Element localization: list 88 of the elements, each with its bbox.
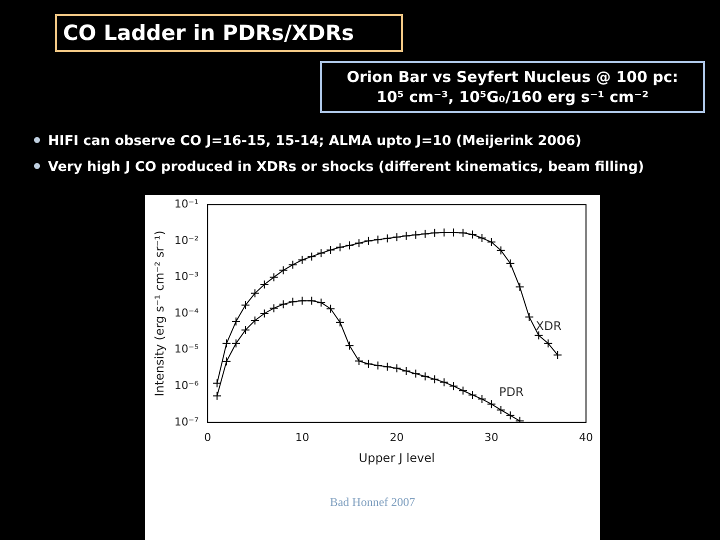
chart-subtitle: Orion Bar vs Seyfert Nucleus @ 100 pc: 10⁵ cm⁻³, 10⁵G₀/160 erg s⁻¹ cm⁻²: [320, 61, 705, 113]
point: [354, 238, 364, 248]
point: [278, 300, 288, 309]
point: [222, 338, 232, 348]
text: Very high J CO produced in XDRs or shocks (different kinematics, beam filling): [47, 159, 644, 175]
point: [506, 410, 515, 420]
point: [496, 246, 506, 255]
point: [411, 230, 420, 240]
y-tick-label: 10⁻⁵: [174, 342, 199, 356]
point: [420, 372, 430, 381]
point: [336, 318, 345, 327]
point: [430, 228, 440, 238]
point: [307, 252, 316, 262]
point: [278, 266, 288, 275]
point: [373, 360, 382, 370]
point: [382, 362, 392, 372]
point: [440, 378, 449, 387]
y-tick-label: 10⁻⁴: [174, 306, 200, 320]
x-tick-label: 30: [484, 430, 498, 444]
point: [240, 326, 250, 335]
point: [430, 374, 440, 384]
point: [402, 231, 411, 240]
point: [486, 400, 496, 409]
point: [212, 391, 222, 400]
point: [260, 280, 269, 289]
point: [250, 316, 260, 326]
point: [345, 240, 354, 250]
point: [316, 248, 326, 258]
x-axis-title: Upper J level: [358, 450, 435, 465]
x-tick-label: 40: [579, 430, 593, 444]
point: [326, 246, 336, 255]
y-tick-label: 10⁻⁶: [174, 378, 200, 392]
point: [411, 369, 420, 378]
point: [240, 300, 250, 310]
point: [553, 350, 562, 360]
point: [458, 386, 468, 396]
point: [307, 296, 316, 306]
point: [354, 356, 364, 366]
point: [364, 236, 373, 246]
point: [515, 282, 524, 292]
series-label: XDR: [536, 319, 562, 334]
y-axis-title: Intensity (erg s⁻¹ cm⁻² sr⁻¹): [152, 230, 166, 396]
y-tick-label: 10⁻²: [174, 234, 199, 247]
point: [345, 341, 354, 350]
x-tick-label: 10: [295, 430, 310, 444]
point: [212, 378, 222, 388]
point: [382, 234, 392, 243]
point: [506, 258, 515, 268]
y-tick-label: 10⁻⁷: [174, 415, 199, 428]
y-tick-label: 10⁻¹: [174, 197, 199, 210]
point: [468, 390, 477, 400]
point: [250, 288, 260, 298]
point: [260, 309, 269, 318]
point: [364, 359, 373, 368]
point: [458, 228, 468, 238]
point: [288, 260, 298, 270]
point: [392, 232, 402, 242]
point: [544, 338, 553, 348]
point: [298, 296, 307, 306]
series-label: PDR: [498, 385, 524, 400]
point: [534, 330, 544, 340]
x-tick-label: 0: [204, 430, 212, 444]
chart-title: CO Ladder in PDRs/XDRs: [55, 14, 403, 52]
point: [449, 382, 458, 391]
point: [222, 356, 232, 366]
point: [468, 230, 477, 240]
point: [477, 394, 486, 404]
point: [336, 242, 345, 252]
point: [402, 366, 411, 376]
point: [231, 317, 240, 326]
text: Bad Honnef 2007: [328, 495, 416, 510]
point: [269, 304, 278, 313]
point: [288, 297, 298, 306]
text: HIFI can observe CO J=16-15, 15-14; ALMA upto J=10 (Meijerink 2006): [47, 133, 582, 149]
y-tick-label: 10⁻³: [174, 270, 199, 284]
point: [269, 272, 278, 282]
point: [392, 364, 402, 373]
point: [231, 338, 240, 348]
point: [524, 312, 534, 322]
point: [420, 229, 430, 238]
point: [326, 304, 336, 314]
x-tick-label: 20: [390, 430, 404, 444]
point: [477, 234, 486, 243]
point: [298, 255, 307, 264]
point: [316, 298, 326, 308]
point: [496, 405, 506, 414]
point: [486, 238, 496, 247]
point: [373, 235, 382, 244]
